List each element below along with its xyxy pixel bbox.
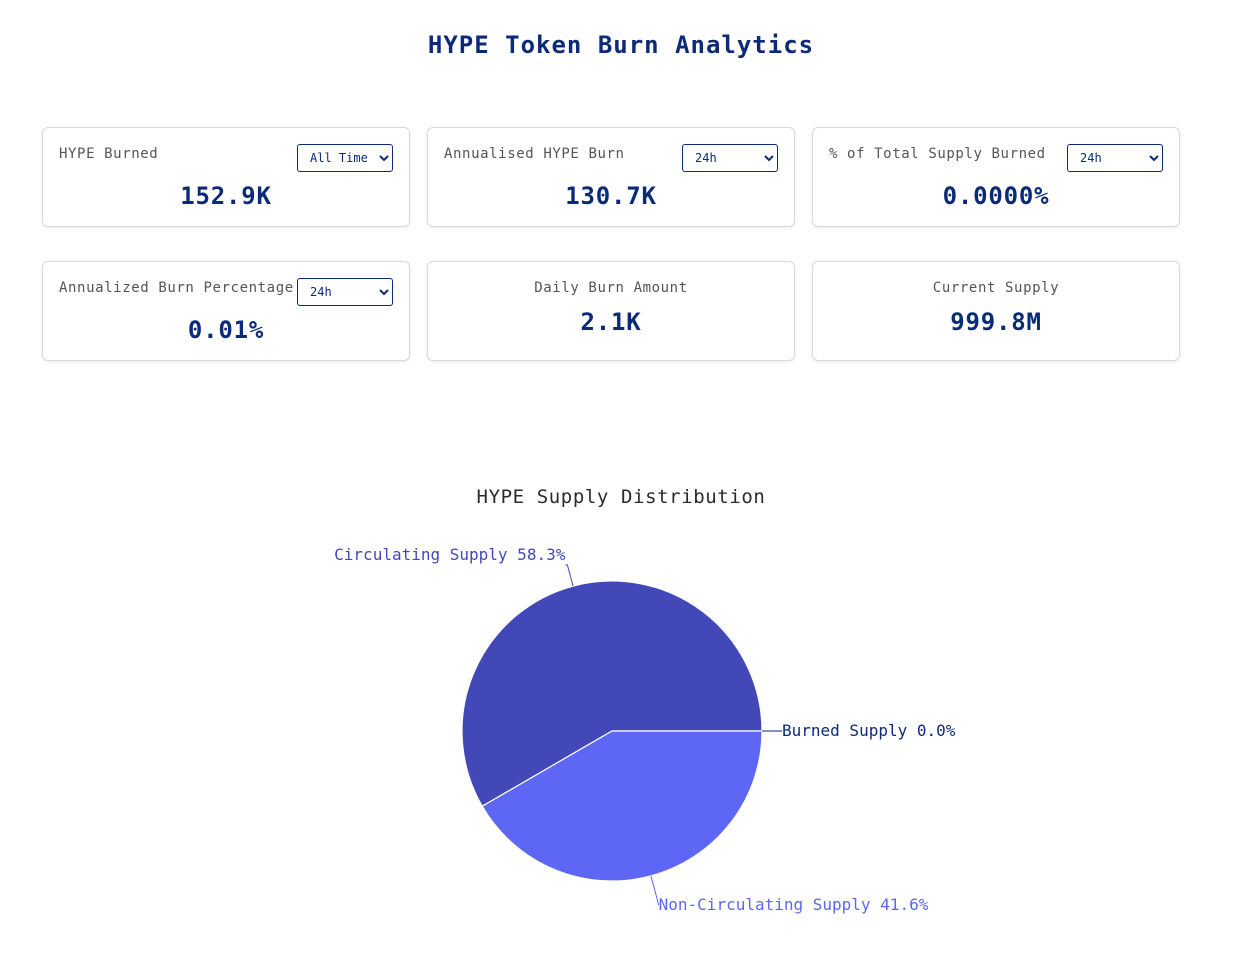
- slice-label: Non-Circulating Supply 41.6%: [659, 895, 929, 914]
- card-annualized-burn-pct: Annualized Burn Percentage 24h 0.01%: [42, 261, 410, 361]
- slice-circulating[interactable]: [461, 580, 763, 808]
- card-value: 2.1K: [580, 308, 642, 336]
- card-current-supply: Current Supply 999.8M: [812, 261, 1180, 361]
- card-daily-burn: Daily Burn Amount 2.1K: [427, 261, 795, 361]
- timeframe-select[interactable]: 24h: [1067, 144, 1163, 172]
- card-label: Annualised HYPE Burn: [444, 146, 625, 162]
- card-value: 999.8M: [950, 308, 1042, 336]
- card-value: 0.0000%: [942, 182, 1050, 210]
- card-label: % of Total Supply Burned: [829, 146, 1046, 162]
- card-label: HYPE Burned: [59, 146, 159, 162]
- slice-label: Burned Supply 0.0%: [782, 721, 956, 740]
- label-leader-line: [565, 564, 574, 587]
- slice-non-circulating[interactable]: [481, 730, 763, 882]
- card-value: 152.9K: [180, 182, 272, 210]
- card-label: Daily Burn Amount: [534, 280, 688, 296]
- timeframe-select[interactable]: 24h: [682, 144, 778, 172]
- label-leader-line: [650, 875, 660, 906]
- card-value: 130.7K: [565, 182, 657, 210]
- card-hype-burned: HYPE Burned All Time 152.9K: [42, 127, 410, 227]
- card-annualised-burn: Annualised HYPE Burn 24h 130.7K: [427, 127, 795, 227]
- card-value: 0.01%: [187, 316, 265, 344]
- timeframe-select[interactable]: 24h: [297, 278, 393, 306]
- timeframe-select[interactable]: All Time: [297, 144, 393, 172]
- slice-label: Circulating Supply 58.3%: [334, 545, 566, 564]
- page-title: HYPE Token Burn Analytics: [427, 31, 815, 59]
- card-supply-burned-pct: % of Total Supply Burned 24h 0.0000%: [812, 127, 1180, 227]
- chart-title: HYPE Supply Distribution: [476, 486, 766, 508]
- card-label: Annualized Burn Percentage: [59, 280, 294, 296]
- card-label: Current Supply: [932, 280, 1060, 296]
